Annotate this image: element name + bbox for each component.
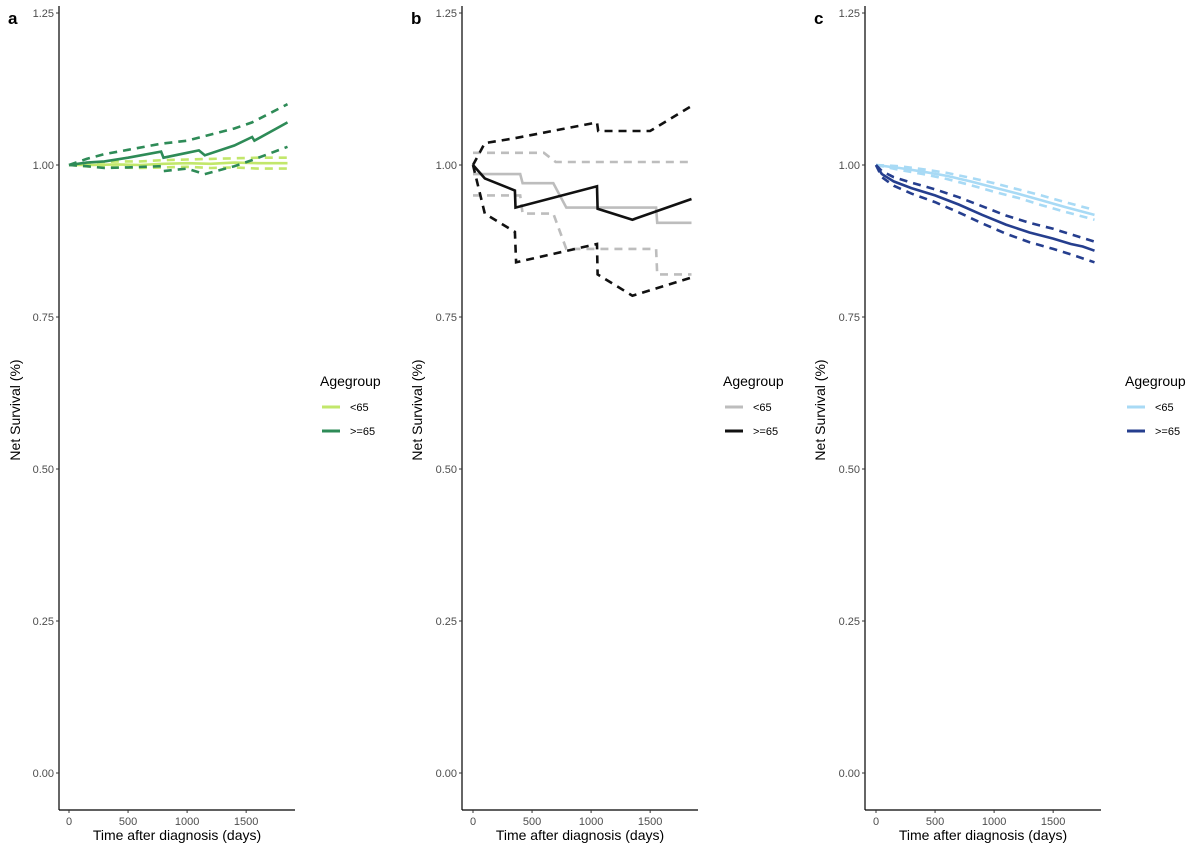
panel-a: a 0.00 0.25 0.50 0.75 1.00 1.25 0 500 1000 1500Tim… — [7, 6, 381, 843]
x-tick-label: 1000 — [982, 816, 1006, 828]
y-tick-label: 0.00 — [839, 768, 860, 780]
legend-title: Agegroup — [320, 373, 381, 389]
x-tick-label: 1000 — [175, 816, 199, 828]
y-tick-label: 1.25 — [839, 8, 860, 20]
estimate-line — [472, 164, 692, 222]
y-tick-label: 0.75 — [839, 312, 860, 324]
estimate-line — [874, 164, 1095, 252]
y-tick-label: 1.00 — [436, 160, 457, 172]
estimate-line — [68, 121, 289, 167]
y-tick-label: 0.50 — [839, 464, 860, 476]
y-axis-title: Net Survival (%) — [812, 359, 828, 460]
y-tick-label: 0.25 — [33, 616, 54, 628]
legend-title: Agegroup — [723, 373, 784, 389]
panel-label: a — [8, 9, 18, 28]
legend-label: <65 — [753, 402, 772, 414]
legend-label: >=65 — [753, 426, 778, 438]
x-axis-title: Time after diagnosis (days) — [496, 827, 664, 843]
ci-lower-line — [68, 145, 288, 176]
estimate-line — [473, 172, 692, 225]
ci-lower-line — [471, 164, 692, 298]
ci-upper-line — [875, 164, 1095, 243]
legend-label: <65 — [350, 402, 369, 414]
series-under-65 — [473, 151, 692, 276]
legend-label: <65 — [1155, 402, 1174, 414]
panel-c: c 0.00 0.25 0.50 0.75 1.00 1.25 0 500 1000 1500Tim… — [812, 6, 1186, 843]
x-tick-label: 0 — [873, 816, 879, 828]
y-tick-label: 0.75 — [436, 312, 457, 324]
legend: Agegroup <65 >=65 — [1125, 373, 1186, 438]
y-axis-title: Net Survival (%) — [7, 359, 23, 460]
x-tick-label: 1000 — [579, 816, 603, 828]
panel-label: c — [814, 9, 823, 28]
x-tick-label: 0 — [470, 816, 476, 828]
y-tick-label: 1.25 — [33, 8, 54, 20]
y-tick-label: 1.00 — [33, 160, 54, 172]
y-tick-label: 0.50 — [33, 464, 54, 476]
legend-label: >=65 — [350, 426, 375, 438]
y-tick-label: 0.75 — [33, 312, 54, 324]
ci-upper-line — [473, 151, 692, 164]
legend-title: Agegroup — [1125, 373, 1186, 389]
ci-upper-line — [471, 104, 693, 166]
x-tick-label: 500 — [119, 816, 137, 828]
y-tick-label: 0.00 — [436, 768, 457, 780]
x-axis-title: Time after diagnosis (days) — [93, 827, 261, 843]
series-65-and-over — [471, 104, 693, 298]
x-tick-label: 1500 — [1041, 816, 1065, 828]
y-tick-label: 0.25 — [436, 616, 457, 628]
y-tick-label: 0.50 — [436, 464, 457, 476]
x-tick-label: 500 — [926, 816, 944, 828]
x-tick-label: 0 — [66, 816, 72, 828]
legend: Agegroup <65 >=65 — [723, 373, 784, 438]
x-axis-title: Time after diagnosis (days) — [899, 827, 1067, 843]
ci-lower-line — [473, 194, 692, 276]
ci-lower-line — [874, 164, 1095, 264]
y-axis-title: Net Survival (%) — [409, 359, 425, 460]
x-tick-label: 500 — [523, 816, 541, 828]
panel-b: b 0.00 0.25 0.50 0.75 1.00 1.25 0 500 1000 1500Tim… — [409, 6, 784, 843]
x-tick-label: 1500 — [234, 816, 258, 828]
y-tick-label: 1.25 — [436, 8, 457, 20]
panel-label: b — [411, 9, 421, 28]
y-tick-label: 1.00 — [839, 160, 860, 172]
legend-label: >=65 — [1155, 426, 1180, 438]
x-tick-label: 1500 — [638, 816, 662, 828]
ci-lower-line — [875, 163, 1095, 221]
series-65-and-over — [68, 103, 289, 176]
y-tick-label: 0.25 — [839, 616, 860, 628]
legend: Agegroup <65 >=65 — [320, 373, 381, 438]
series-65-and-over — [874, 164, 1095, 264]
y-tick-label: 0.00 — [33, 768, 54, 780]
series-under-65 — [875, 163, 1095, 221]
ci-upper-line — [875, 163, 1095, 212]
estimate-line — [875, 163, 1095, 217]
